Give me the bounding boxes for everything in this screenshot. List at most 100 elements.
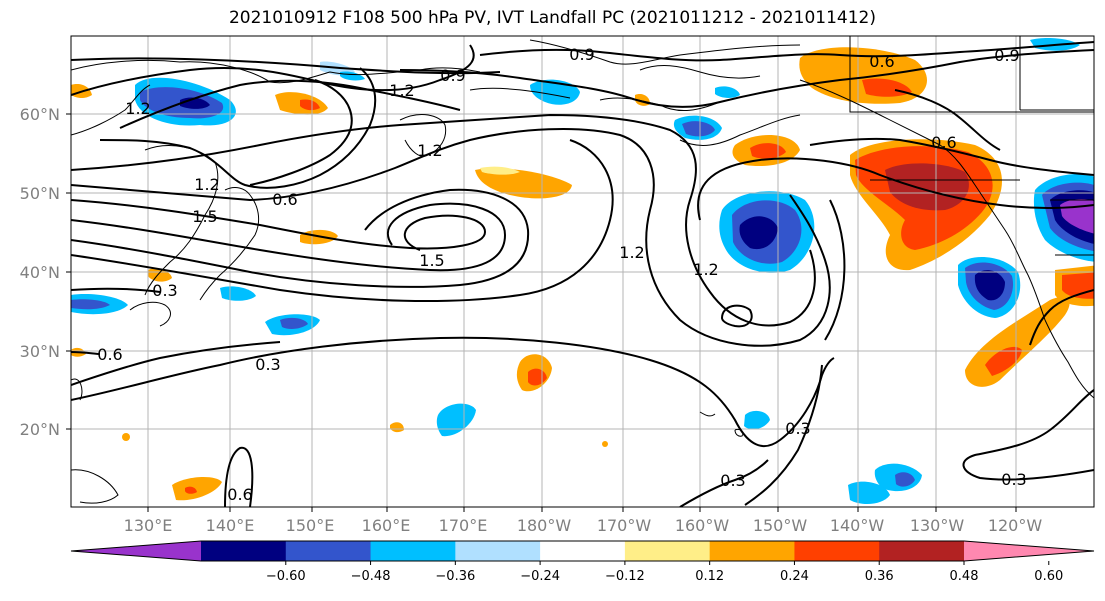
colorbar-segment bbox=[370, 541, 456, 561]
contour-label: 0.3 bbox=[720, 471, 745, 490]
contour-label: 0.6 bbox=[227, 485, 252, 504]
contour-line bbox=[71, 44, 475, 96]
contour-line bbox=[99, 67, 377, 189]
contour-line bbox=[71, 128, 831, 347]
coastline bbox=[129, 301, 171, 327]
lon-label: 150°W bbox=[753, 516, 808, 535]
lon-label: 140°W bbox=[830, 516, 885, 535]
colorbar-extend-high bbox=[964, 541, 1094, 561]
contour-line bbox=[71, 188, 530, 288]
contour-line bbox=[809, 137, 1094, 176]
axis-ticks bbox=[66, 113, 1017, 512]
colorbar-tick-label: 0.12 bbox=[695, 569, 724, 584]
coastline bbox=[469, 87, 571, 99]
contour-line bbox=[1029, 289, 1094, 346]
lon-label: 180°W bbox=[517, 516, 572, 535]
lon-label: 170°E bbox=[439, 516, 488, 535]
contour-label: 0.3 bbox=[255, 355, 280, 374]
contour-label: 0.9 bbox=[569, 45, 594, 64]
colorbar-tick-label: −0.12 bbox=[605, 569, 645, 584]
contour-line bbox=[479, 41, 1094, 62]
coastline bbox=[734, 429, 744, 437]
coastline bbox=[939, 144, 1046, 321]
shade-patch bbox=[739, 216, 778, 250]
gridlines bbox=[71, 36, 1094, 507]
chart-title: 2021010912 F108 500 hPa PV, IVT Landfall… bbox=[228, 8, 876, 28]
lon-label: 160°E bbox=[362, 516, 411, 535]
contour-line bbox=[71, 351, 101, 355]
shade-patch bbox=[885, 163, 969, 211]
coastline bbox=[1044, 319, 1094, 399]
shade-patch bbox=[715, 86, 740, 98]
contour-line bbox=[71, 341, 281, 386]
contour-line bbox=[962, 389, 1094, 481]
lon-label: 170°W bbox=[597, 516, 652, 535]
lon-label: 130°W bbox=[910, 516, 965, 535]
coastline bbox=[699, 411, 716, 417]
contour-label: 0.6 bbox=[272, 190, 297, 209]
colorbar-outline bbox=[70, 540, 1095, 562]
colorbar-segment bbox=[709, 541, 795, 561]
colorbar-segment bbox=[879, 541, 965, 561]
lon-label: 160°W bbox=[675, 516, 730, 535]
contour-line bbox=[71, 199, 487, 251]
shade-patch bbox=[475, 168, 572, 199]
contour-label: 1.2 bbox=[693, 260, 718, 279]
contour-line bbox=[894, 89, 1001, 151]
colorbar-segment bbox=[540, 541, 626, 561]
contour-label: 1.2 bbox=[125, 99, 150, 118]
shade-patch bbox=[185, 486, 197, 494]
lat-label: 50°N bbox=[20, 184, 60, 203]
contour-label: 1.5 bbox=[419, 251, 444, 270]
contour-label: 0.3 bbox=[152, 281, 177, 300]
contour-line bbox=[249, 79, 353, 186]
colorbar: −0.60 −0.48 −0.36 −0.24 −0.12 0.12 0.24 0.36 0.4… bbox=[70, 540, 1095, 584]
lon-label: 140°E bbox=[206, 516, 255, 535]
coastline bbox=[71, 469, 119, 504]
contour-label: 0.6 bbox=[931, 133, 956, 152]
shade-patch bbox=[750, 143, 786, 159]
colorbar-segment bbox=[455, 541, 541, 561]
colorbar-tick-label: −0.24 bbox=[520, 569, 560, 584]
contour-label: 1.2 bbox=[619, 243, 644, 262]
colorbar-tick-label: −0.60 bbox=[266, 569, 306, 584]
colorbar-segment bbox=[201, 541, 287, 561]
shade-patch bbox=[862, 78, 912, 97]
contour-label: 0.9 bbox=[440, 66, 465, 85]
contour-label: 1.2 bbox=[389, 81, 414, 100]
colorbar-tick-label: 0.24 bbox=[780, 569, 809, 584]
contour-label: 1.2 bbox=[417, 141, 442, 160]
contour-label: 1.5 bbox=[192, 207, 217, 226]
colorbar-tick-label: −0.36 bbox=[435, 569, 475, 584]
coastline bbox=[849, 36, 1094, 113]
colorbar-tick-label: −0.48 bbox=[351, 569, 391, 584]
coastline bbox=[199, 187, 260, 301]
contour-line bbox=[71, 57, 501, 75]
shade-patch bbox=[436, 403, 476, 437]
contour-line bbox=[71, 287, 161, 293]
contour-line bbox=[721, 304, 753, 328]
shade-patch bbox=[390, 422, 404, 433]
lat-label: 60°N bbox=[20, 105, 60, 124]
shade-patch bbox=[300, 99, 320, 111]
latitude-labels: 60°N 50°N 40°N 30°N 20°N bbox=[20, 105, 60, 439]
contour-line bbox=[119, 79, 461, 129]
lat-label: 30°N bbox=[20, 342, 60, 361]
lat-label: 20°N bbox=[20, 420, 60, 439]
shade-patch bbox=[280, 317, 308, 329]
lon-label: 120°W bbox=[988, 516, 1043, 535]
shade-patch bbox=[974, 270, 1005, 301]
contour-line bbox=[71, 336, 835, 447]
shade-patch bbox=[480, 166, 520, 175]
contour-label: 0.6 bbox=[97, 345, 122, 364]
contour-line bbox=[399, 49, 1094, 108]
shade-patch bbox=[122, 433, 130, 441]
contour-line bbox=[697, 157, 1094, 221]
contour-label: 0.3 bbox=[1001, 470, 1026, 489]
colorbar-tick-label: 0.48 bbox=[950, 569, 979, 584]
contour-line bbox=[744, 364, 823, 506]
contour-line bbox=[224, 446, 254, 507]
colorbar-segment bbox=[624, 541, 711, 561]
shade-patch bbox=[895, 472, 915, 487]
